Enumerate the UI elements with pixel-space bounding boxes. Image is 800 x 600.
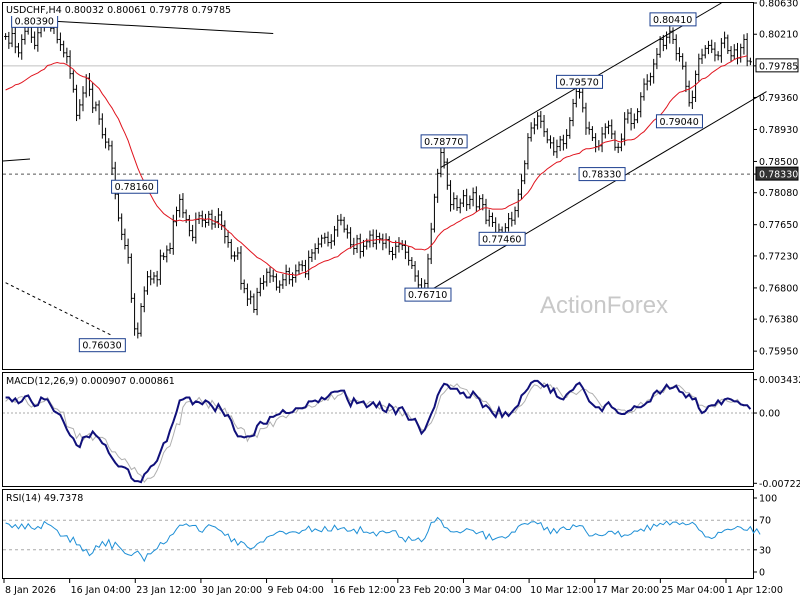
price-annotation-label: 0.79040 — [659, 117, 698, 128]
time-axis-label: 8 Jan 2026 — [5, 585, 56, 596]
macd-axis-label: 0.00 — [759, 409, 780, 420]
price-annotation-label: 0.76030 — [82, 341, 121, 352]
price-annotation-label: 0.77460 — [482, 234, 521, 245]
price-axis-label: 0.75950 — [759, 347, 798, 358]
ohlc-high: 0.80061 — [107, 5, 146, 16]
price-axis-label: 0.77230 — [759, 251, 798, 262]
price-annotation-box — [111, 179, 159, 194]
price-annotation-box — [556, 74, 604, 89]
price-annotation-label: 0.78330 — [582, 170, 621, 181]
price-annotation-box — [78, 338, 126, 353]
price-annotation-box — [649, 12, 697, 27]
ohlc-open: 0.80032 — [65, 5, 104, 16]
price-annotation-box — [655, 114, 703, 129]
watermark: ActionForex — [540, 292, 668, 319]
macd-axis-label: -0.007223 — [759, 479, 800, 490]
time-axis-label: 9 Feb 04:00 — [268, 585, 324, 596]
price-axis-label: 0.76800 — [759, 283, 798, 294]
rsi-axis-label: 100 — [759, 494, 777, 505]
price-axis-label: 0.78500 — [759, 157, 798, 168]
ohlc-low: 0.79778 — [149, 5, 188, 16]
time-axis-label: 23 Feb 20:00 — [399, 585, 461, 596]
price-annotation-label: 0.78160 — [115, 182, 154, 193]
price-annotation-box — [578, 167, 626, 182]
price-axis-label: 0.78330 — [759, 170, 798, 181]
time-axis-label: 23 Jan 12:00 — [136, 585, 196, 596]
price-annotation-label: 0.80390 — [15, 16, 54, 27]
price-axis-label: 0.79785 — [759, 61, 798, 72]
price-annotation-label: 0.78770 — [424, 137, 463, 148]
macd-label: MACD(12,26,9) 0.000907 0.000861 — [6, 376, 175, 387]
moving-average-line — [5, 55, 748, 276]
price-axis-label: 0.78930 — [759, 125, 798, 136]
time-axis-label: 16 Jan 04:00 — [71, 585, 131, 596]
support-price-badge — [755, 166, 799, 181]
symbol-label: USDCHF,H4 — [6, 5, 62, 16]
time-axis-label: 17 Mar 20:00 — [596, 585, 659, 596]
price-panel-frame — [2, 2, 754, 370]
price-annotation-label: 0.80410 — [653, 15, 692, 26]
macd-axis-label: 0.003432 — [759, 375, 800, 386]
time-axis-label: 16 Feb 12:00 — [333, 585, 395, 596]
rsi-layer — [3, 516, 761, 563]
price-annotation-box — [478, 231, 526, 246]
time-axis-label: 3 Mar 04:00 — [464, 585, 521, 596]
time-axis-label: 10 Mar 12:00 — [530, 585, 593, 596]
channel-lower-line — [427, 91, 767, 293]
rsi-axis-label: 0 — [759, 568, 765, 579]
time-axis-label: 30 Jan 20:00 — [202, 585, 262, 596]
axis-layer: 0.80630 0.80210 0.79785 0.79360 0.78930 0.785… — [3, 0, 800, 596]
ohlc-close: 0.79785 — [192, 5, 231, 16]
price-annotation-box — [420, 134, 468, 149]
price-axis-label: 0.77650 — [759, 220, 798, 231]
time-axis-label: 25 Mar 04:00 — [661, 585, 724, 596]
left-stub-line — [2, 158, 31, 162]
price-axis-label: 0.78080 — [759, 188, 798, 199]
price-annotation-label: 0.76710 — [408, 290, 447, 301]
price-annotation-label: 0.79570 — [560, 77, 599, 88]
rsi-panel-frame — [2, 489, 754, 579]
current-price-badge — [755, 58, 799, 73]
macd-layer — [3, 379, 753, 484]
rsi-axis-label: 30 — [759, 545, 771, 556]
rsi-label: RSI(14) 49.7378 — [6, 493, 83, 504]
trendline-dashed — [5, 282, 113, 336]
rsi-axis-label: 70 — [759, 516, 771, 527]
macd-line — [5, 379, 752, 484]
price-axis-label: 0.76380 — [759, 315, 798, 326]
price-axis-label: 0.80210 — [759, 30, 798, 41]
trendline-upper — [47, 20, 274, 34]
price-axis-label: 0.80630 — [759, 0, 798, 10]
price-annotation-box — [404, 287, 452, 302]
price-layer: 0.80390 0.78160 0.76030 0.78770 0.76710 0.774… — [2, 2, 767, 353]
price-axis-label: 0.79360 — [759, 93, 798, 104]
time-axis-label: 1 Apr 12:00 — [727, 585, 783, 596]
rsi-line — [5, 516, 761, 563]
macd-panel-frame — [2, 372, 754, 487]
svg-text:USDCHF,H4 0.80032 0.80061 0.79: USDCHF,H4 0.80032 0.80061 0.79778 0.7978… — [6, 5, 231, 16]
